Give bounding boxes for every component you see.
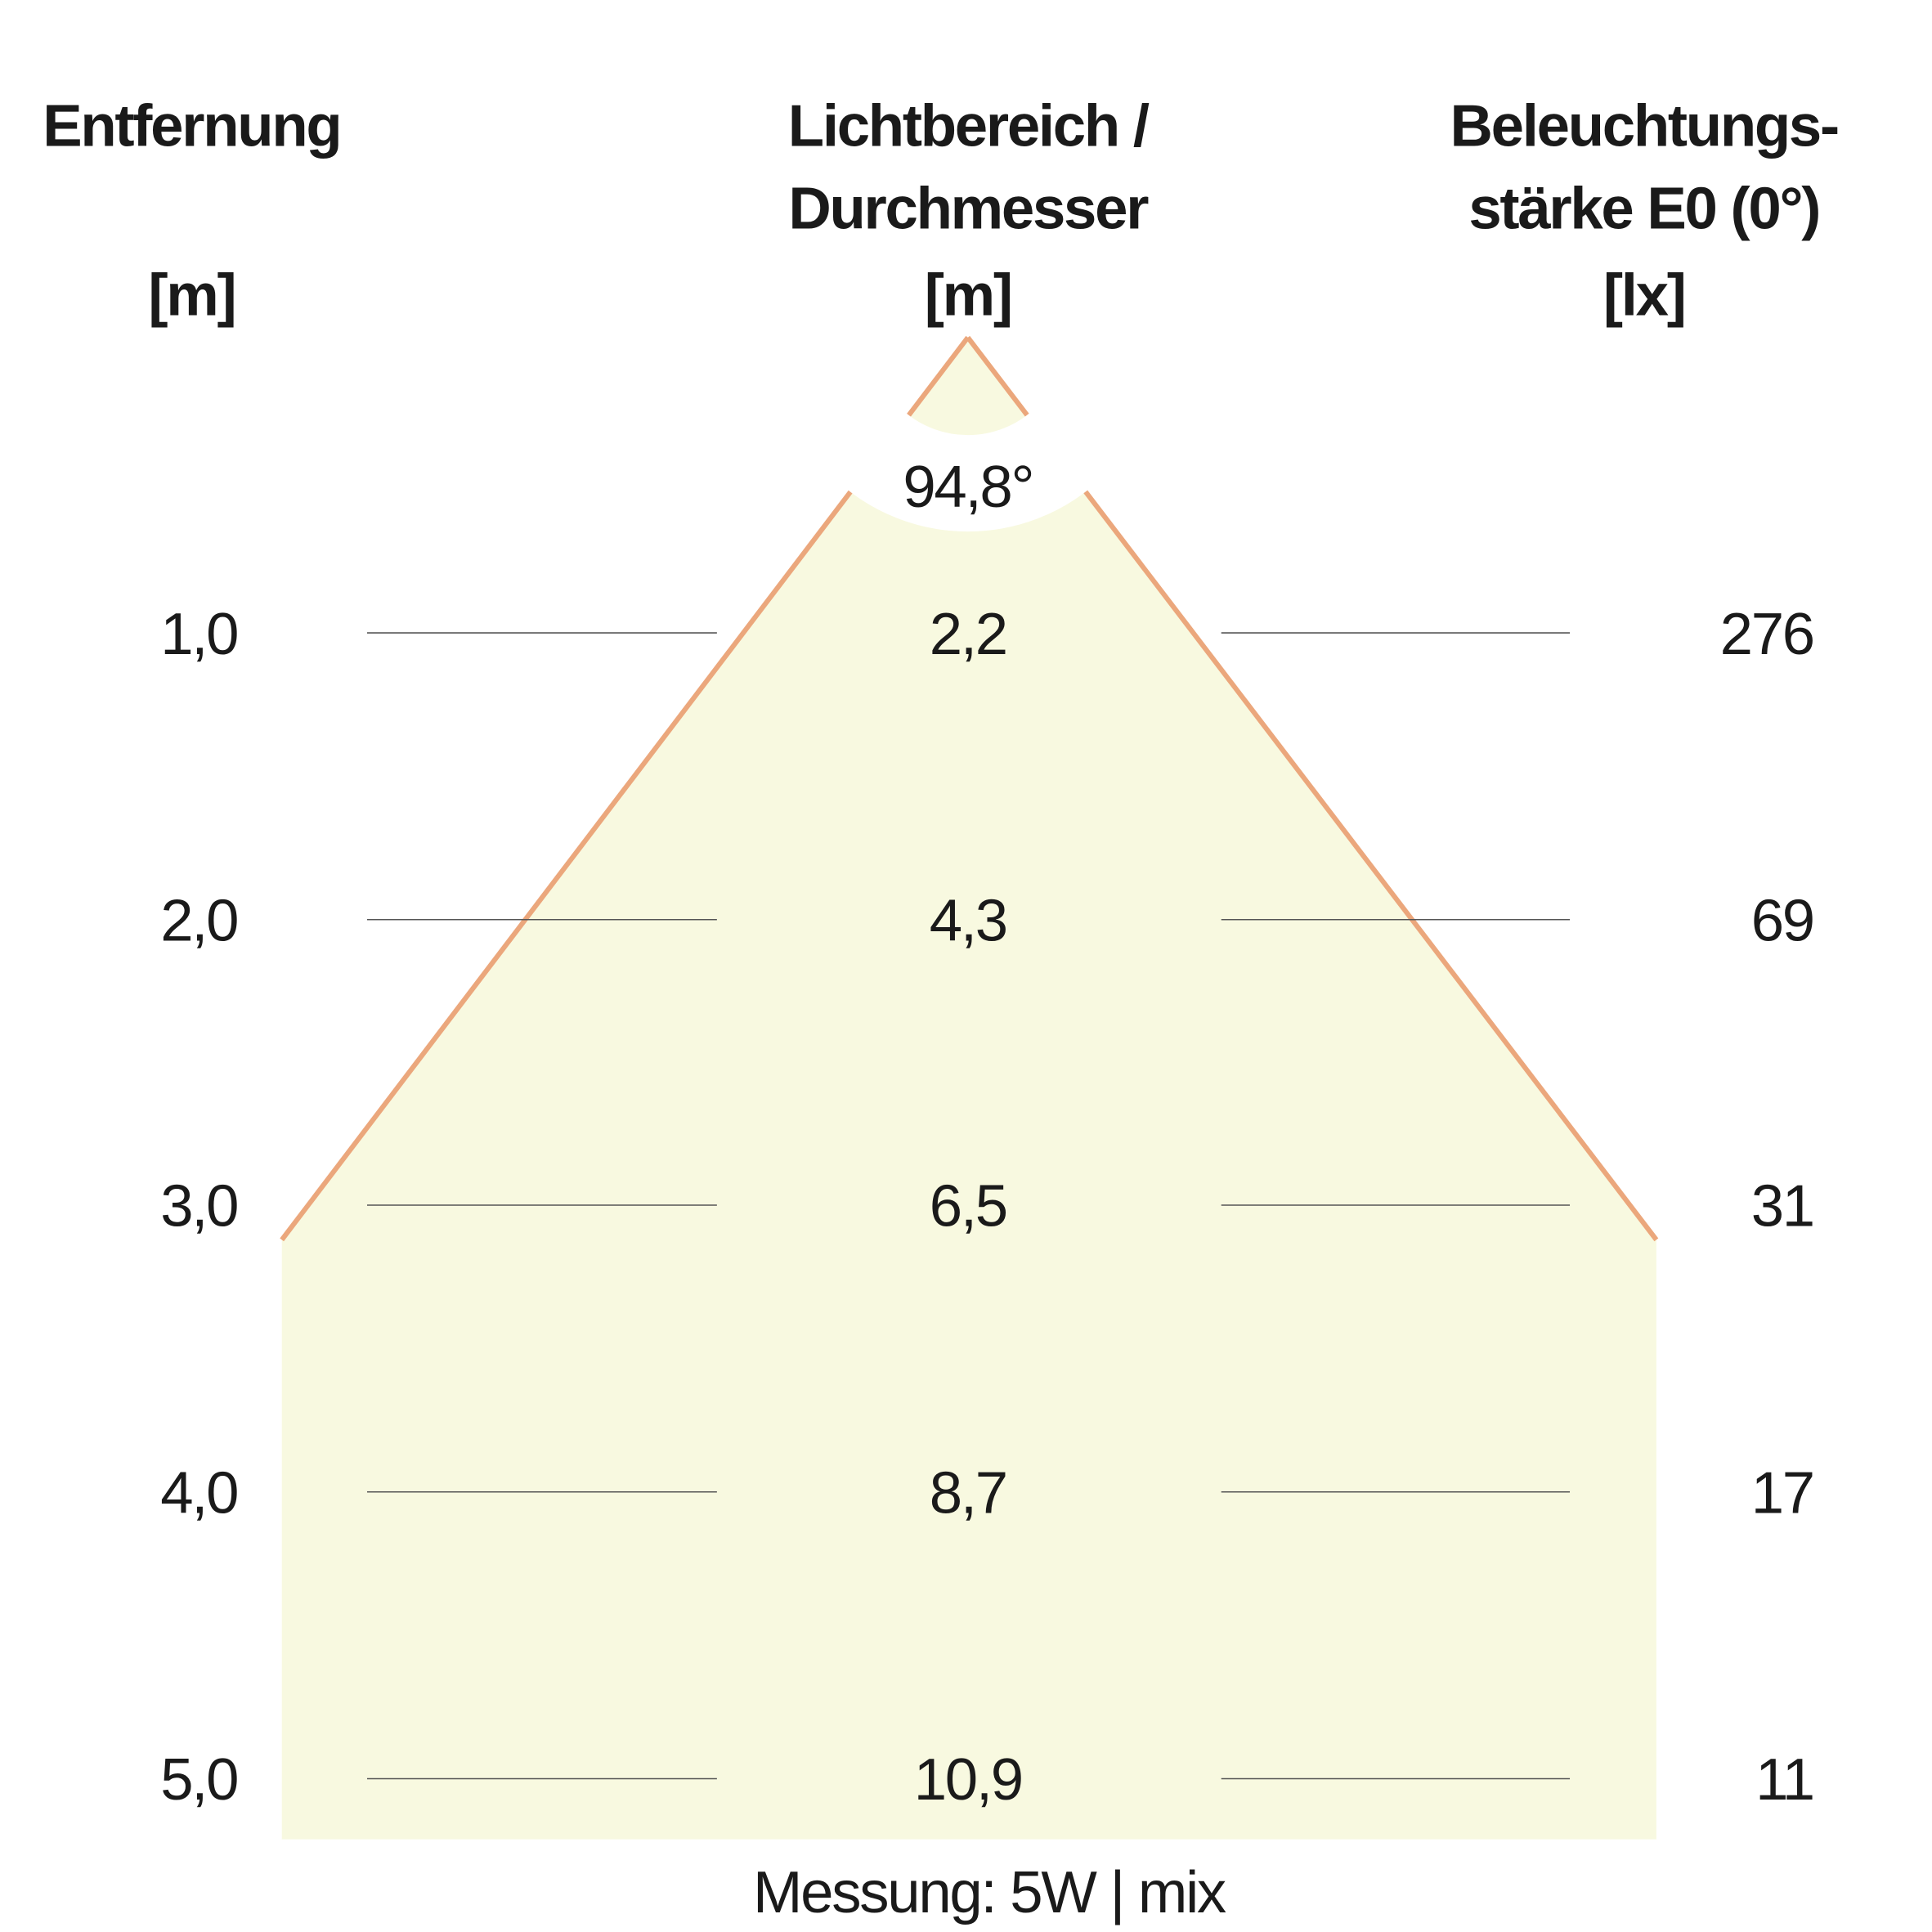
beam-angle-label: 94,8°: [903, 454, 1033, 520]
header-diameter-line: Durchmesser: [788, 176, 1149, 242]
diameter-value: 10,9: [914, 1746, 1022, 1813]
header-distance-line: Entfernung: [43, 92, 340, 159]
table-row: 5,0 10,9 11: [160, 1746, 1815, 1813]
illuminance-value: 69: [1751, 888, 1813, 954]
illuminance-value: 11: [1755, 1746, 1813, 1813]
illuminance-value: 17: [1751, 1459, 1813, 1526]
distance-value: 1,0: [160, 601, 237, 667]
header-distance-unit: [m]: [148, 262, 235, 329]
diameter-value: 2,2: [930, 601, 1006, 667]
header-illuminance-line: Beleuchtungs-: [1450, 92, 1838, 159]
table-row: 3,0 6,5 31: [160, 1173, 1815, 1239]
illuminance-value: 31: [1751, 1173, 1813, 1239]
table-row: 2,0 4,3 69: [160, 888, 1815, 954]
diameter-value: 8,7: [930, 1459, 1006, 1526]
diameter-value: 6,5: [930, 1173, 1006, 1239]
header-illuminance-line: stärke E0 (0°): [1468, 176, 1819, 242]
header-distance: Entfernung [m]: [43, 92, 342, 329]
distance-value: 3,0: [160, 1173, 237, 1239]
distance-value: 5,0: [160, 1746, 237, 1813]
header-diameter-unit: [m]: [925, 262, 1011, 329]
distance-value: 2,0: [160, 888, 237, 954]
header-illuminance-unit: [lx]: [1603, 262, 1685, 329]
header-diameter-line: Lichtbereich /: [788, 92, 1150, 159]
table-row: 1,0 2,2 276: [160, 601, 1815, 667]
illuminance-value: 276: [1720, 601, 1813, 667]
angle-label-gap: [773, 143, 1163, 532]
light-cone-fill: [281, 337, 1656, 1840]
diameter-value: 4,3: [930, 888, 1006, 954]
header-diameter: Lichtbereich / Durchmesser [m]: [788, 92, 1151, 329]
measurement-footer: Messung: 5W | mix: [753, 1859, 1226, 1925]
header-illuminance: Beleuchtungs- stärke E0 (0°) [lx]: [1450, 92, 1840, 329]
distance-value: 4,0: [160, 1459, 237, 1526]
top-mask: [0, 324, 1932, 335]
table-row: 4,0 8,7 17: [160, 1459, 1815, 1526]
